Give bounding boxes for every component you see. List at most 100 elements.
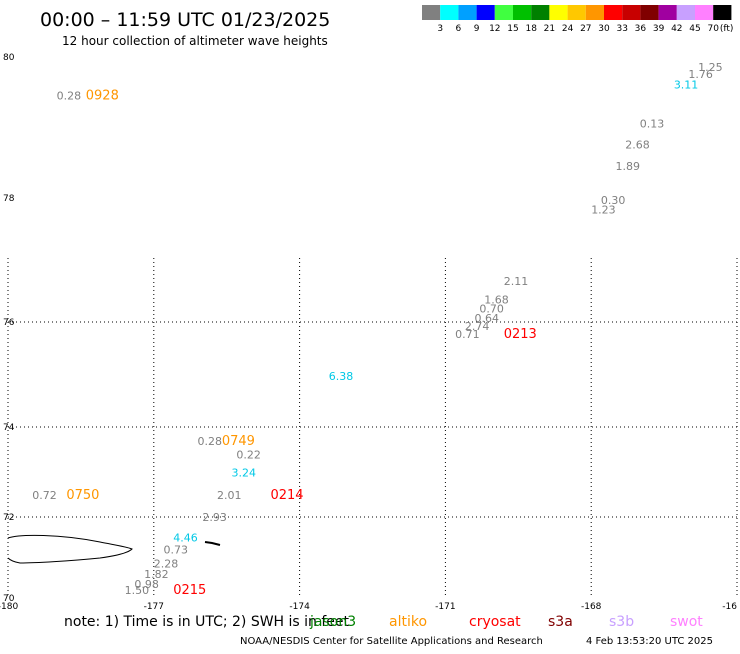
swh-value-label: 0.98 bbox=[134, 578, 159, 591]
y-tick-label: 76 bbox=[3, 318, 15, 328]
swh-value-label: 0.28 bbox=[57, 89, 82, 102]
colorbar-tick-label: 3 bbox=[437, 24, 443, 34]
legend-cryosat: cryosat bbox=[469, 614, 521, 630]
coastline bbox=[7, 534, 221, 564]
swh-value-label: 0.22 bbox=[236, 449, 260, 462]
swh-value-label: 3.11 bbox=[674, 79, 699, 92]
colorbar-tick-label: 9 bbox=[474, 24, 480, 34]
swh-value-label: 0.72 bbox=[32, 489, 57, 502]
colorbar-swatch bbox=[658, 5, 677, 20]
colorbar-swatch bbox=[458, 5, 477, 20]
colorbar-swatch bbox=[513, 5, 532, 20]
colorbar-swatch bbox=[713, 5, 732, 20]
colorbar-tick-label: 45 bbox=[689, 24, 700, 34]
colorbar-swatch bbox=[422, 5, 441, 20]
axis-labels: -180 -177 -174 -171 -168 -16 70 72 74 76 78 80 bbox=[0, 53, 737, 612]
pass-time-label: 0750 bbox=[66, 488, 99, 503]
legend-jason3: jason3 bbox=[309, 614, 356, 630]
swh-value-label: 2.74 bbox=[465, 320, 490, 333]
colorbar-swatch bbox=[567, 5, 586, 20]
legend-swot: swot bbox=[670, 614, 703, 630]
y-tick-label: 72 bbox=[3, 513, 14, 523]
colorbar-swatch bbox=[549, 5, 568, 20]
swh-value-label: 2.93 bbox=[202, 511, 227, 524]
colorbar-tick-label: 18 bbox=[525, 24, 537, 34]
swh-value-label: 2.01 bbox=[217, 489, 242, 502]
pass-time-label: 0214 bbox=[270, 488, 303, 503]
swh-value-label: 0.28 bbox=[198, 435, 223, 448]
legend-s3b: s3b bbox=[609, 614, 634, 630]
swh-value-label: 1.76 bbox=[688, 68, 713, 81]
swh-value-label: 3.24 bbox=[232, 467, 257, 480]
x-tick-label: -177 bbox=[144, 602, 164, 612]
colorbar-swatch bbox=[585, 5, 604, 20]
swh-value-label: 0.13 bbox=[640, 118, 665, 131]
colorbar-tick-label: 24 bbox=[562, 24, 574, 34]
swh-value-label: 1.82 bbox=[144, 568, 169, 581]
colorbar-swatch bbox=[640, 5, 659, 20]
coastline-herald-island bbox=[204, 541, 221, 546]
footer-credit: NOAA/NESDIS Center for Satellite Applica… bbox=[240, 636, 543, 647]
swh-value-label: 0.73 bbox=[164, 543, 189, 556]
legend-s3a: s3a bbox=[548, 614, 573, 630]
colorbar-swatch bbox=[476, 5, 495, 20]
wave-height-labels: 1.251.763.11 0.28 0.13 2.68 1.89 0.301.23 2.11… bbox=[32, 61, 722, 597]
swh-value-label: 1.68 bbox=[484, 293, 509, 306]
legend-altiko: altiko bbox=[389, 614, 427, 630]
coastline-wrangel-island bbox=[7, 534, 133, 564]
colorbar-tick-label: 21 bbox=[544, 24, 555, 34]
colorbar-tick-label: 33 bbox=[616, 24, 627, 34]
chart-subtitle: 12 hour collection of altimeter wave hei… bbox=[62, 34, 328, 48]
swh-value-label: 0.64 bbox=[475, 312, 500, 325]
swh-value-label: 1.25 bbox=[698, 61, 723, 74]
colorbar-legend: 3 6 9 12 15 18 21 24 27 30 33 36 39 42 45 70 (ft) bbox=[422, 5, 733, 34]
swh-value-label: 2.68 bbox=[625, 139, 650, 152]
x-tick-label: -171 bbox=[435, 602, 455, 612]
x-tick-label: -180 bbox=[0, 602, 18, 612]
legend-note: note: 1) Time is in UTC; 2) SWH is in fe… bbox=[64, 614, 350, 630]
colorbar-tick-label: 12 bbox=[489, 24, 500, 34]
colorbar-tick-label: 6 bbox=[456, 24, 462, 34]
y-tick-label: 70 bbox=[3, 594, 15, 604]
x-tick-label: -174 bbox=[289, 602, 310, 612]
colorbar-tick-label: 30 bbox=[598, 24, 610, 34]
pass-time-label: 0749 bbox=[222, 434, 255, 449]
swh-value-label: 0.70 bbox=[479, 303, 504, 316]
colorbar-swatch bbox=[604, 5, 623, 20]
x-tick-label: -16 bbox=[722, 602, 737, 612]
swh-value-label: 1.50 bbox=[125, 584, 150, 597]
colorbar-tick-label: 42 bbox=[671, 24, 682, 34]
colorbar-tick-label: 36 bbox=[635, 24, 647, 34]
satellite-legend: jason3 altiko cryosat s3a s3b swot bbox=[309, 614, 703, 630]
pass-time-label: 0215 bbox=[173, 583, 206, 598]
colorbar-swatch bbox=[440, 5, 459, 20]
y-tick-label: 78 bbox=[3, 194, 15, 204]
swh-value-label: 0.71 bbox=[455, 328, 480, 341]
y-tick-label: 80 bbox=[3, 53, 15, 63]
colorbar-swatch bbox=[676, 5, 695, 20]
swh-value-label: 1.23 bbox=[591, 204, 616, 217]
colorbar-tick-label: 15 bbox=[507, 24, 518, 34]
colorbar-tick-label: 27 bbox=[580, 24, 591, 34]
swh-value-label: 4.46 bbox=[173, 531, 198, 544]
y-tick-label: 74 bbox=[3, 423, 15, 433]
colorbar-swatch bbox=[531, 5, 550, 20]
x-tick-label: -168 bbox=[581, 602, 602, 612]
pass-time-label: 0213 bbox=[504, 327, 537, 342]
swh-value-label: 2.11 bbox=[504, 275, 528, 288]
colorbar-swatch bbox=[695, 5, 714, 20]
footer-timestamp: 4 Feb 13:53:20 UTC 2025 bbox=[586, 636, 713, 647]
swh-value-label: 1.89 bbox=[616, 160, 641, 173]
swh-value-label: 0.30 bbox=[601, 194, 626, 207]
chart-title: 00:00 – 11:59 UTC 01/23/2025 bbox=[40, 9, 330, 31]
pass-time-labels: 0212092802130749075002140215 bbox=[66, 88, 537, 598]
colorbar-swatch bbox=[494, 5, 513, 20]
swh-value-label: 2.28 bbox=[154, 558, 179, 571]
colorbar-tick-label: 39 bbox=[653, 24, 665, 34]
pass-time-label: 0928 bbox=[86, 88, 119, 103]
colorbar-tick-label: 70 bbox=[707, 24, 719, 34]
colorbar-swatch bbox=[622, 5, 641, 20]
